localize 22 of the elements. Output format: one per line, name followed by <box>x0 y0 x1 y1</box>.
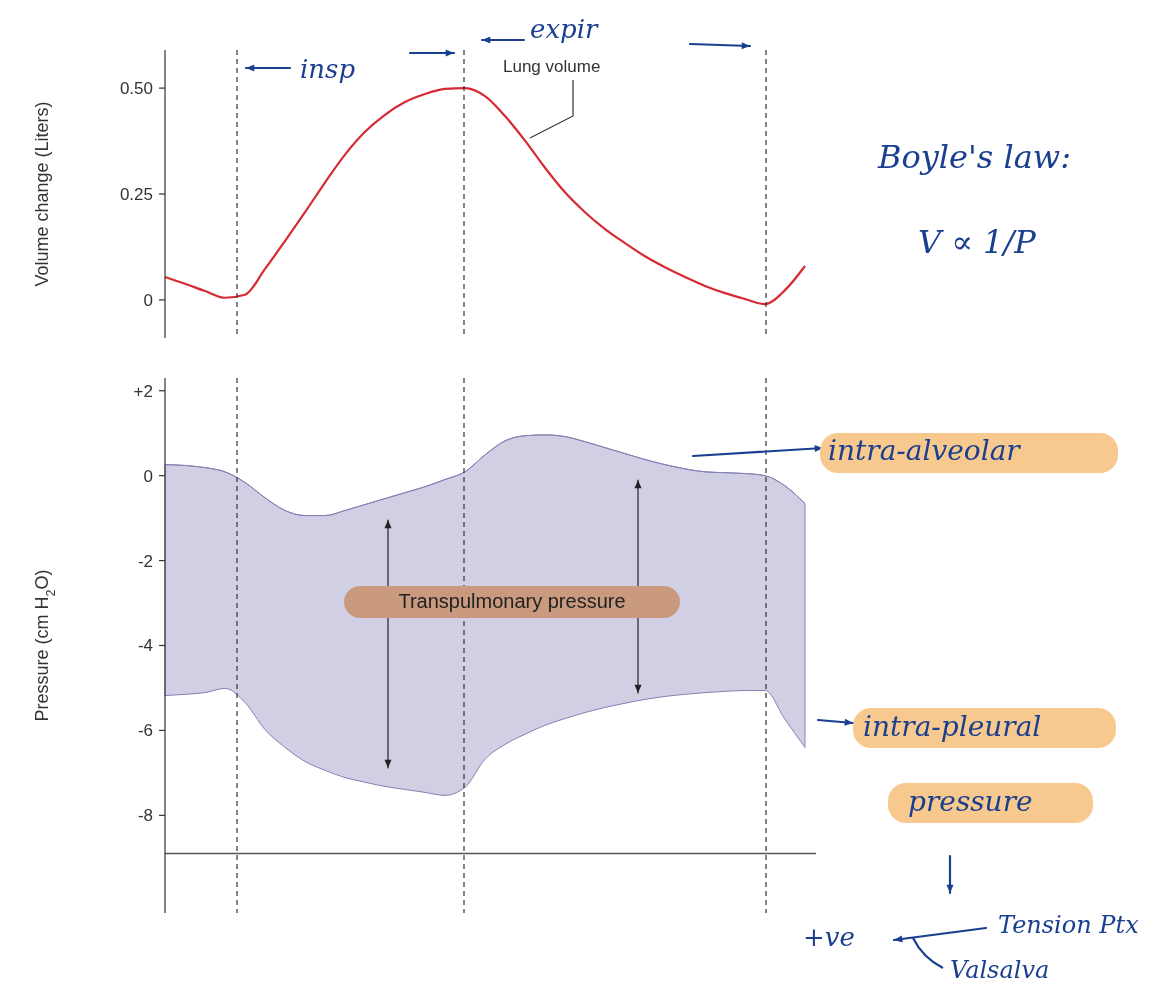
y-tick-label: 0 <box>143 290 153 310</box>
annotation: Lung volume <box>503 57 601 76</box>
text: Valsalva <box>950 956 1050 984</box>
text: Tension Ptx <box>998 911 1140 939</box>
line-series <box>163 87 807 306</box>
y-tick-label: -4 <box>137 636 153 656</box>
y-tick-label: 0 <box>143 466 153 486</box>
annotation: Transpulmonary pressure <box>398 590 626 612</box>
y-tick-label: -8 <box>137 806 153 826</box>
text: +ve <box>803 922 855 952</box>
y-tick-label: +2 <box>133 381 153 401</box>
text: Boyle's law: <box>877 138 1071 176</box>
y-tick-label: 0.50 <box>119 79 153 99</box>
text: V ∝ 1/P <box>918 223 1037 261</box>
text: intra-alveolar <box>828 434 1022 467</box>
text: intra-pleural pressure <box>863 710 1042 818</box>
y-tick-label: -2 <box>137 551 153 571</box>
annotation: insp <box>300 54 356 84</box>
y-axis-title: Volume change (Liters) <box>32 101 52 287</box>
y-tick-label: 0.25 <box>119 184 153 204</box>
text: expir <box>530 14 600 44</box>
y-tick-label: -6 <box>137 721 153 741</box>
